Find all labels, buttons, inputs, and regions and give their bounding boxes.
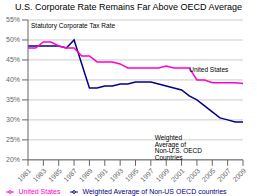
svg-text:1987: 1987 [62,167,78,183]
svg-text:1985: 1985 [47,167,63,183]
svg-text:1995: 1995 [124,167,140,183]
svg-text:1981: 1981 [16,167,32,183]
svg-text:1997: 1997 [139,167,155,183]
svg-text:35%: 35% [8,96,20,103]
svg-text:45%: 45% [8,56,20,63]
html-text:Weighted Average of Non-US OEC: Weighted Average of Non-US OECD countrie… [82,187,227,195]
svg-text:2003: 2003 [185,167,201,183]
svg-text:1999: 1999 [154,167,170,183]
svg-text:1993: 1993 [108,167,124,183]
svg-text:40%: 40% [8,76,20,83]
svg-text:20%: 20% [8,156,20,163]
svg-text:2001: 2001 [170,167,186,183]
svg-text:30%: 30% [8,116,20,123]
svg-text:United States: United States [189,66,229,73]
svg-text:2007: 2007 [216,167,232,183]
svg-text:50%: 50% [8,36,20,43]
svg-text:1989: 1989 [78,167,94,183]
svg-text:55%: 55% [8,16,20,23]
svg-text:1991: 1991 [93,167,109,183]
svg-text:1983: 1983 [32,167,48,183]
html-text:United States: United States [18,187,61,195]
html-text:Statutory Corporate Tax Rate: Statutory Corporate Tax Rate [31,22,116,29]
svg-text:WeightedAverage ofNon-U.S. OEC: WeightedAverage ofNon-U.S. OECDCountries [155,134,203,161]
svg-text:2009: 2009 [231,167,247,183]
svg-text:2005: 2005 [201,167,217,183]
svg-text:25%: 25% [8,136,20,143]
html-text:U.S. Corporate Rate Remains Fa: U.S. Corporate Rate Remains Far Above OE… [15,2,242,12]
